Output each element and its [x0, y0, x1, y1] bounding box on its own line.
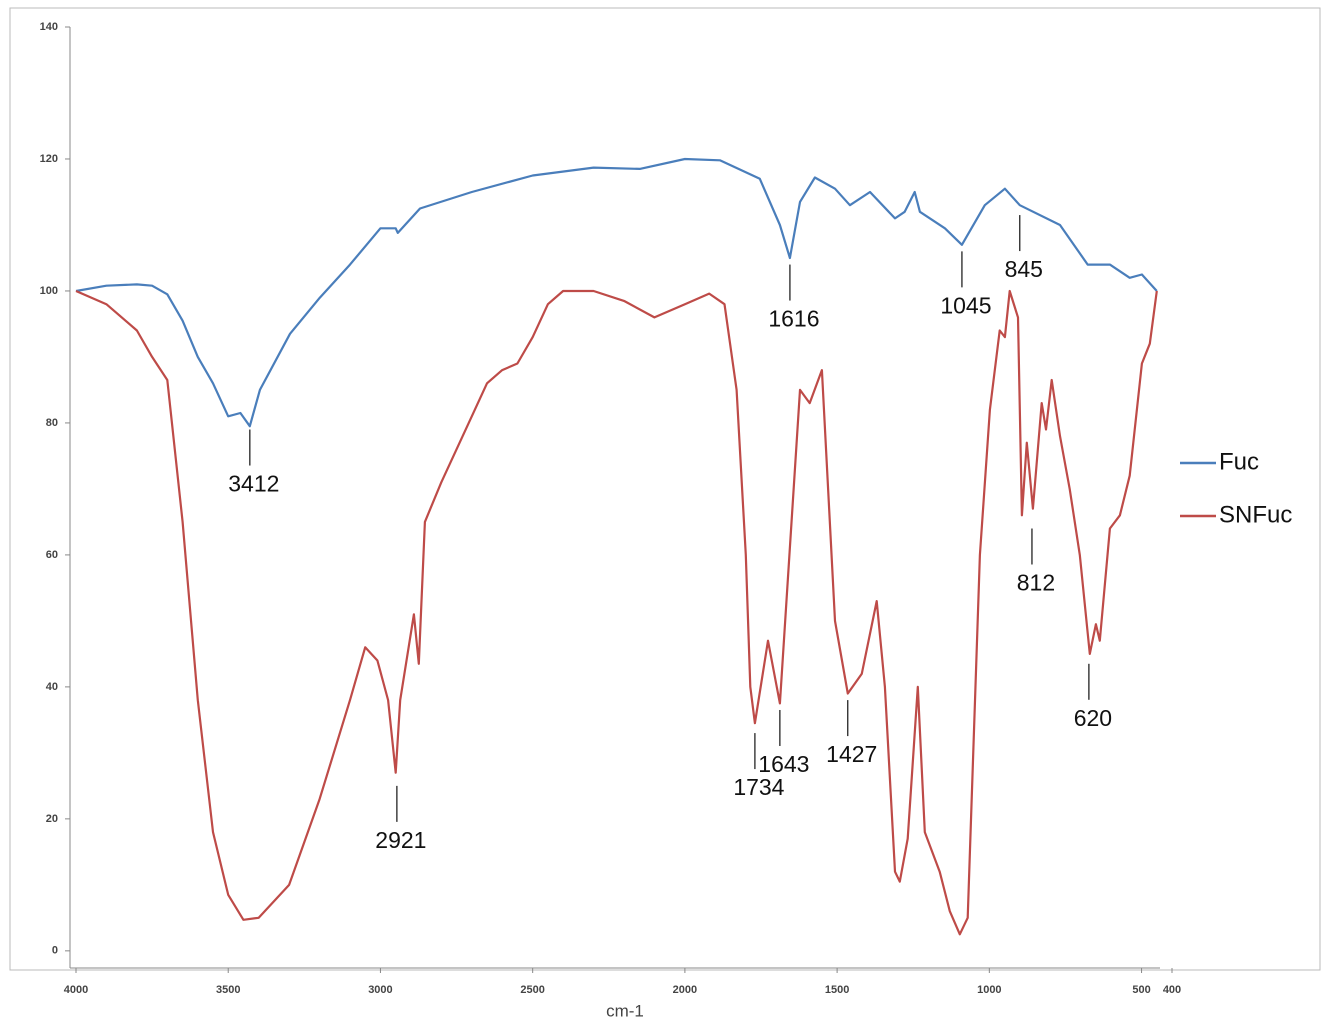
x-tick-label: 3000 [368, 984, 392, 996]
annotation-label: 620 [1074, 705, 1112, 731]
annotation-label: 1616 [768, 306, 819, 332]
legend-label: SNFuc [1219, 501, 1292, 528]
y-tick-label: 0 [52, 945, 58, 957]
annotation-label: 812 [1017, 570, 1055, 596]
y-tick-label: 20 [46, 813, 58, 825]
annotation-label: 845 [1005, 256, 1043, 282]
y-tick-label: 40 [46, 681, 58, 693]
x-tick-label: 1000 [977, 984, 1001, 996]
legend-label: Fuc [1219, 448, 1259, 475]
annotation-label: 1427 [826, 741, 877, 767]
annotation-label: 3412 [228, 471, 279, 497]
x-tick-label: 400 [1163, 984, 1181, 996]
x-axis-label: cm-1 [606, 1001, 644, 1020]
x-tick-label: 500 [1132, 984, 1150, 996]
series-line [75, 157, 1158, 428]
chart-frame [9, 7, 1321, 971]
annotation-label: 2921 [375, 827, 426, 853]
annotation-label: 1045 [940, 292, 991, 318]
annotation-label: 1643 [758, 751, 809, 777]
series-line [75, 289, 1158, 936]
x-tick-label: 4000 [64, 984, 88, 996]
x-tick-label: 2000 [673, 984, 697, 996]
y-tick-label: 100 [40, 285, 58, 297]
y-tick-label: 60 [46, 549, 58, 561]
y-tick-label: 80 [46, 417, 58, 429]
x-tick-label: 1500 [825, 984, 849, 996]
y-tick-label: 140 [40, 21, 58, 33]
x-tick-label: 3500 [216, 984, 240, 996]
annotation-label: 1734 [733, 774, 784, 800]
y-tick-label: 120 [40, 153, 58, 165]
x-tick-label: 2500 [520, 984, 544, 996]
